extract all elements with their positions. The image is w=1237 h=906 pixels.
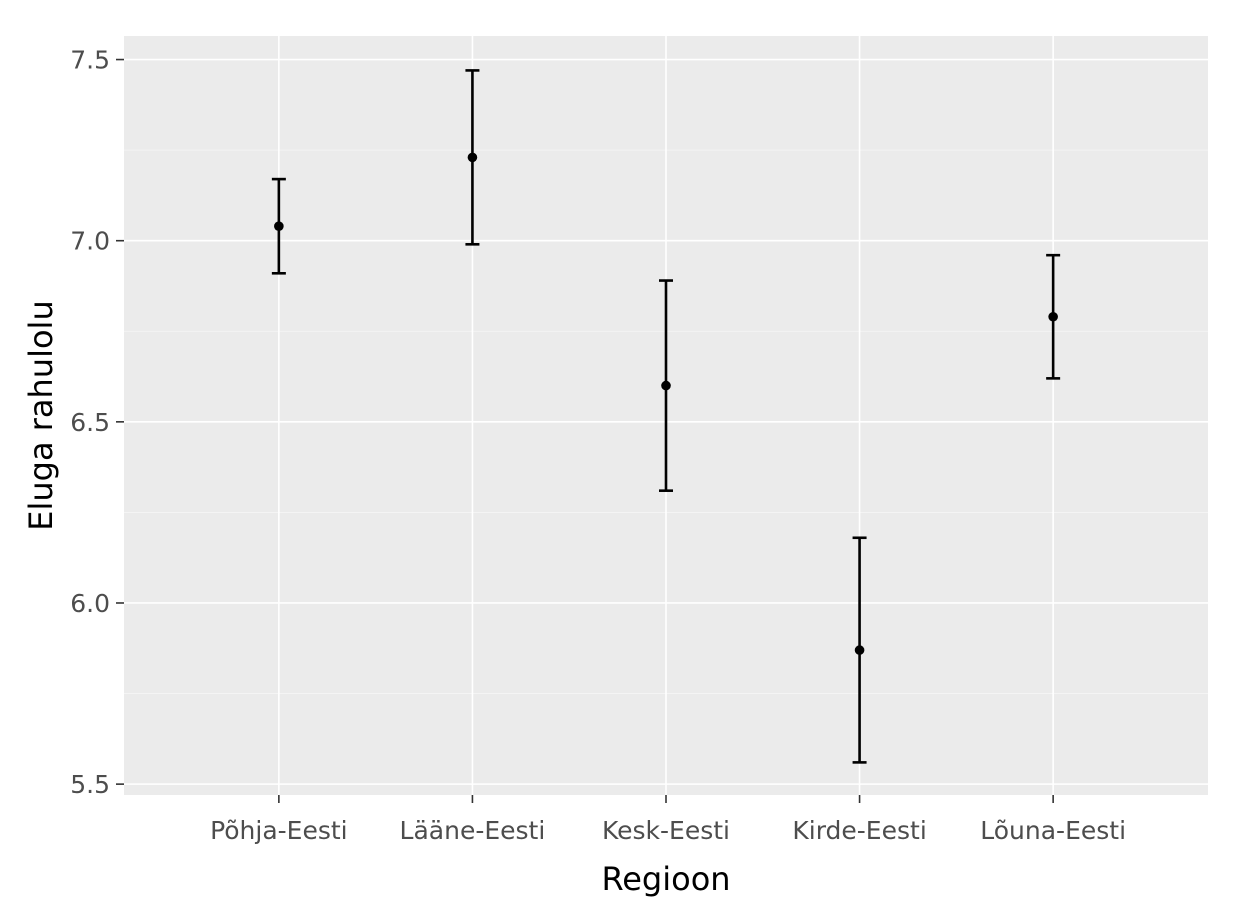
x-tick-label: Kirde-Eesti	[792, 816, 926, 845]
y-tick-label: 5.5	[70, 770, 110, 799]
data-point	[1048, 311, 1058, 322]
data-points	[274, 152, 1058, 655]
y-tick-label: 6.5	[70, 408, 110, 437]
y-tick-label: 6.0	[70, 589, 110, 618]
y-tick-label: 7.5	[70, 46, 110, 75]
y-axis-title: Eluga rahulolu	[22, 300, 60, 530]
x-tick-label: Kesk-Eesti	[602, 816, 730, 845]
x-tick-label: Põhja-Eesti	[210, 816, 348, 845]
x-axis: Põhja-Eesti Lääne-Eesti Kesk-Eesti Kirde-Ee…	[210, 795, 1126, 845]
x-tick-label: Lõuna-Eesti	[980, 816, 1126, 845]
data-point	[661, 380, 671, 391]
data-point	[854, 645, 865, 655]
data-point	[467, 152, 478, 163]
x-tick-label: Lääne-Eesti	[400, 816, 546, 845]
y-tick-label: 7.0	[70, 227, 110, 256]
data-point	[274, 221, 284, 232]
x-axis-title: Regioon	[601, 860, 730, 898]
y-axis: 5.5 6.0 6.5 7.0 7.5	[70, 46, 124, 799]
